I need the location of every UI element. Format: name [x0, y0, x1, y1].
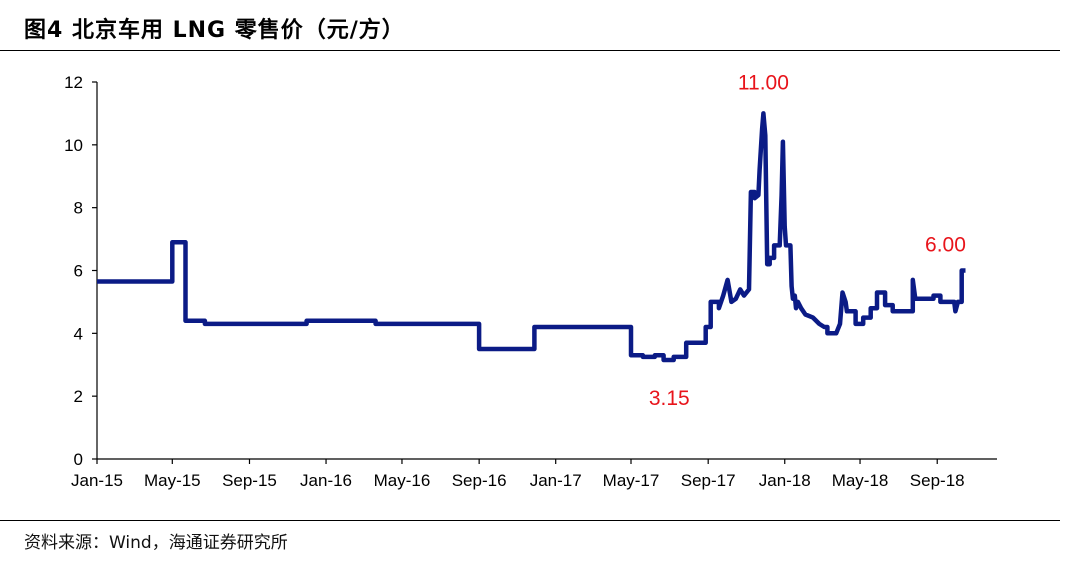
y-tick-label: 8 — [74, 199, 83, 218]
x-tick-label: Sep-17 — [681, 471, 736, 490]
y-tick-label: 6 — [74, 262, 83, 281]
chart-series — [97, 111, 966, 363]
line-chart: 0 2 4 6 8 10 12 Jan-15 May-15 Sep-15 Jan-16 May-16 S… — [64, 71, 997, 490]
x-tick-label: Jan-15 — [71, 471, 123, 490]
price-series-line — [97, 111, 966, 363]
x-tick-label: Jan-16 — [300, 471, 352, 490]
figure-title: 图4 北京车用 LNG 零售价（元/方） — [24, 18, 405, 43]
x-tick-label: Jan-17 — [530, 471, 582, 490]
value-annotation: 3.15 — [649, 387, 690, 410]
y-tick-label: 2 — [74, 387, 83, 406]
chart-annotations: 11.00 3.15 6.00 — [649, 71, 966, 410]
x-tick-label: Sep-15 — [222, 471, 277, 490]
chart-ticks: 0 2 4 6 8 10 12 Jan-15 May-15 Sep-15 Jan-16 May-16 S… — [64, 73, 965, 490]
title-rule — [0, 50, 1060, 51]
x-tick-label: May-17 — [603, 471, 660, 490]
y-tick-label: 12 — [64, 73, 83, 92]
x-tick-label: Sep-16 — [452, 471, 507, 490]
source-note: 资料来源：Wind，海通证券研究所 — [24, 533, 288, 553]
source-rule — [0, 520, 1060, 521]
value-annotation: 11.00 — [738, 71, 789, 94]
x-tick-label: May-16 — [374, 471, 431, 490]
y-tick-label: 4 — [74, 324, 83, 343]
value-annotation: 6.00 — [925, 234, 966, 257]
x-tick-label: Jan-18 — [759, 471, 811, 490]
chart-axes — [96, 82, 997, 460]
x-tick-label: Sep-18 — [910, 471, 965, 490]
y-tick-label: 0 — [74, 450, 83, 469]
x-tick-label: May-18 — [832, 471, 889, 490]
x-tick-label: May-15 — [144, 471, 201, 490]
y-tick-label: 10 — [64, 136, 83, 155]
